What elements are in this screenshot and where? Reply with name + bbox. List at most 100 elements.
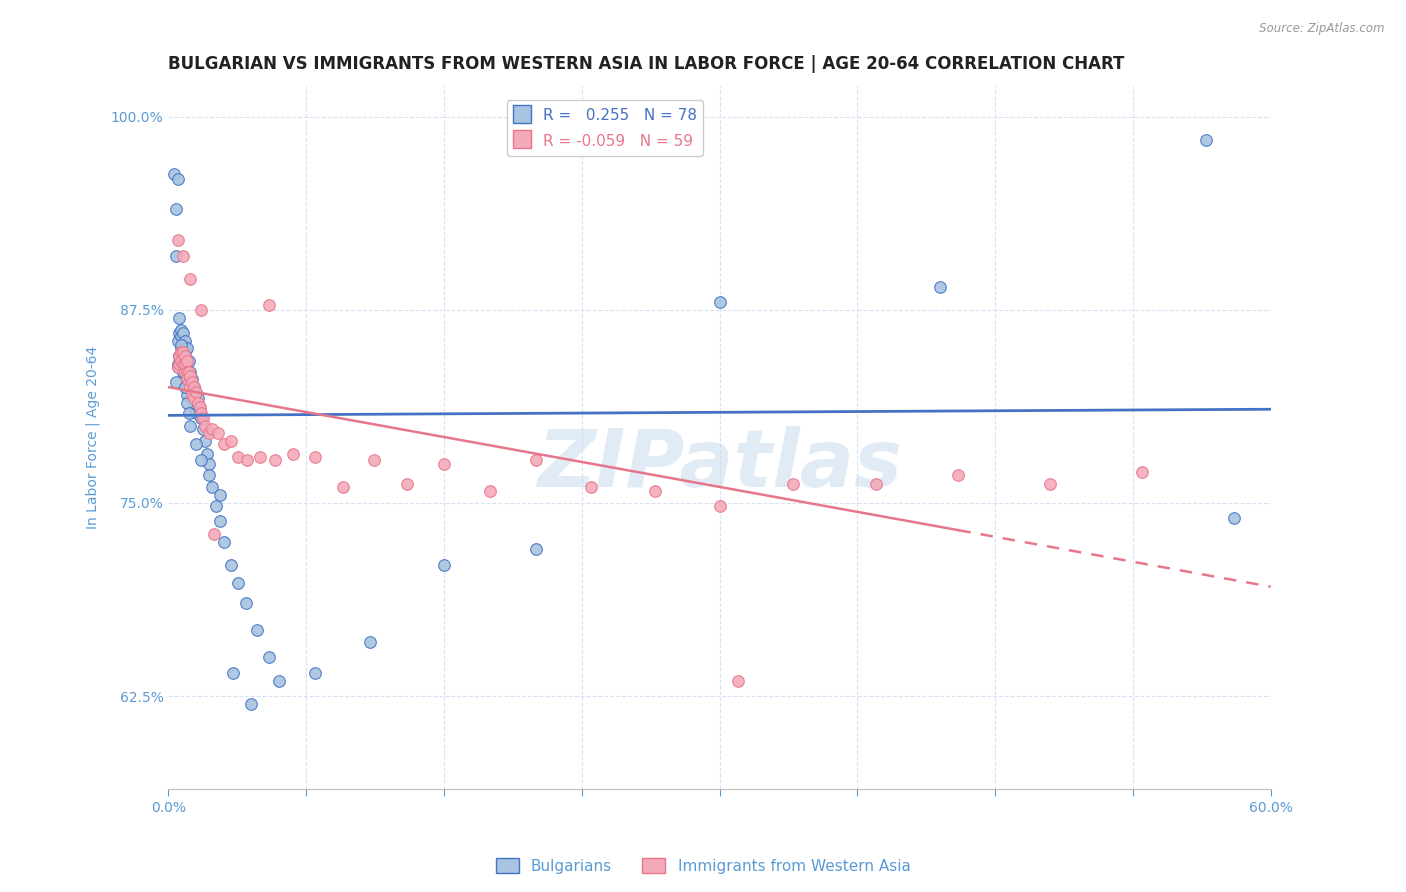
Y-axis label: In Labor Force | Age 20-64: In Labor Force | Age 20-64 — [86, 346, 100, 529]
Point — [170, 344, 193, 359]
Point — [283, 446, 305, 460]
Point — [166, 359, 188, 374]
Point — [187, 395, 209, 409]
Point — [208, 488, 231, 502]
Point — [1039, 477, 1062, 491]
Point — [172, 249, 194, 263]
Point — [524, 542, 547, 557]
Point — [166, 357, 188, 371]
Point — [190, 452, 212, 467]
Point — [172, 344, 194, 359]
Point — [188, 403, 211, 417]
Point — [198, 468, 221, 483]
Point — [1130, 465, 1153, 479]
Point — [1223, 511, 1246, 525]
Point — [207, 426, 229, 441]
Point — [198, 426, 221, 441]
Point — [174, 365, 197, 379]
Point — [177, 406, 200, 420]
Point — [177, 365, 200, 379]
Point — [267, 673, 290, 688]
Point — [174, 334, 197, 348]
Point — [198, 458, 221, 472]
Point — [212, 534, 235, 549]
Point — [201, 422, 224, 436]
Point — [240, 697, 263, 711]
Point — [644, 483, 666, 498]
Point — [166, 171, 188, 186]
Point — [332, 481, 354, 495]
Point — [170, 342, 193, 356]
Point — [259, 650, 281, 665]
Legend: R =   0.255   N = 78, R = -0.059   N = 59: R = 0.255 N = 78, R = -0.059 N = 59 — [506, 101, 703, 155]
Point — [782, 477, 804, 491]
Point — [304, 665, 326, 680]
Point — [208, 515, 231, 529]
Point — [709, 499, 731, 513]
Point — [259, 298, 281, 312]
Point — [193, 422, 215, 436]
Point — [236, 452, 259, 467]
Point — [245, 623, 267, 637]
Point — [170, 359, 193, 374]
Point — [433, 558, 456, 572]
Point — [172, 349, 194, 363]
Point — [865, 477, 887, 491]
Point — [179, 380, 201, 394]
Point — [181, 388, 204, 402]
Point — [1195, 133, 1218, 147]
Point — [179, 380, 201, 394]
Point — [188, 400, 211, 414]
Point — [201, 481, 224, 495]
Text: BULGARIAN VS IMMIGRANTS FROM WESTERN ASIA IN LABOR FORCE | AGE 20-64 CORRELATION: BULGARIAN VS IMMIGRANTS FROM WESTERN ASI… — [169, 55, 1125, 73]
Point — [176, 395, 198, 409]
Point — [184, 388, 207, 402]
Point — [176, 353, 198, 368]
Point — [174, 349, 197, 363]
Point — [184, 437, 207, 451]
Point — [179, 369, 201, 384]
Point — [177, 353, 200, 368]
Point — [524, 452, 547, 467]
Point — [183, 380, 205, 394]
Point — [169, 357, 191, 371]
Point — [176, 388, 198, 402]
Point — [205, 499, 228, 513]
Point — [183, 391, 205, 405]
Point — [304, 450, 326, 464]
Point — [165, 249, 187, 263]
Point — [264, 452, 287, 467]
Point — [193, 411, 215, 425]
Point — [165, 376, 187, 390]
Point — [172, 338, 194, 352]
Point — [219, 558, 242, 572]
Point — [179, 418, 201, 433]
Point — [176, 365, 198, 379]
Point — [165, 202, 187, 217]
Point — [177, 376, 200, 390]
Point — [929, 279, 952, 293]
Point — [170, 338, 193, 352]
Point — [709, 295, 731, 310]
Point — [226, 450, 249, 464]
Point — [170, 329, 193, 343]
Point — [181, 376, 204, 390]
Point — [184, 406, 207, 420]
Point — [181, 391, 204, 405]
Point — [166, 359, 188, 374]
Point — [190, 302, 212, 317]
Point — [177, 376, 200, 390]
Point — [478, 483, 501, 498]
Point — [172, 365, 194, 379]
Point — [212, 437, 235, 451]
Point — [235, 596, 257, 610]
Point — [187, 391, 209, 405]
Point — [169, 349, 191, 363]
Point — [727, 673, 749, 688]
Point — [169, 349, 191, 363]
Point — [190, 406, 212, 420]
Point — [183, 380, 205, 394]
Point — [174, 359, 197, 374]
Point — [170, 353, 193, 368]
Point — [433, 458, 456, 472]
